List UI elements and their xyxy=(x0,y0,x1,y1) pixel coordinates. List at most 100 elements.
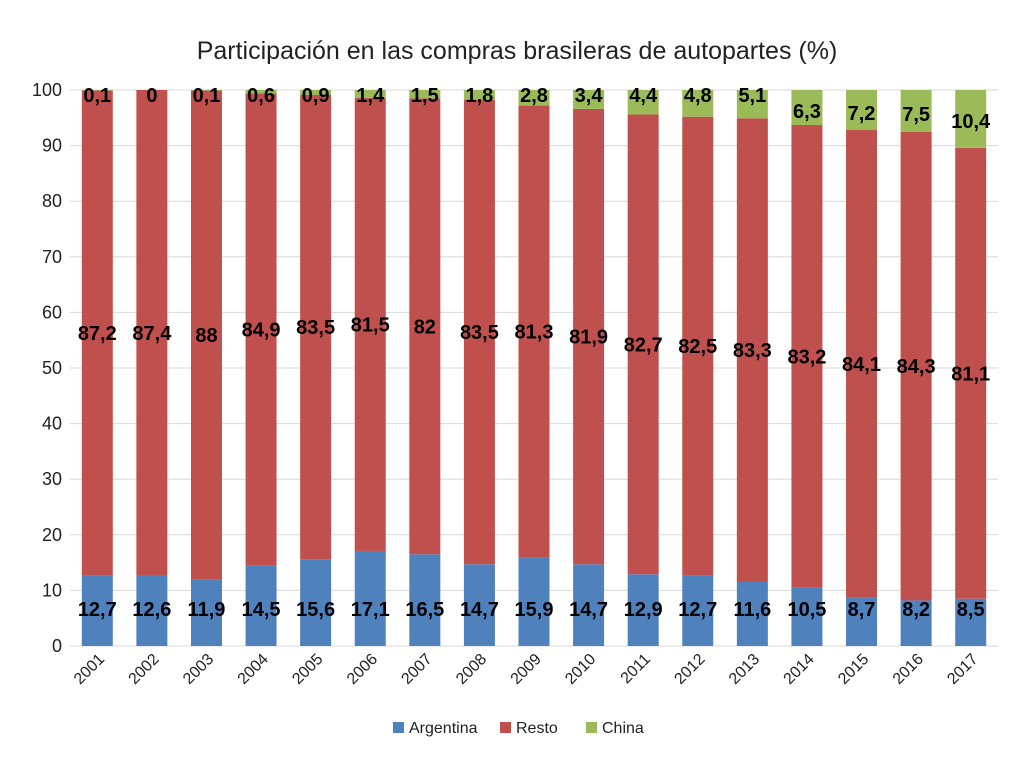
bar-argentina-2008 xyxy=(463,564,495,646)
bar-china-2005 xyxy=(300,90,332,96)
bar-argentina-2015 xyxy=(846,597,878,646)
bar-argentina-2013 xyxy=(736,581,768,646)
x-tick-label: 2009 xyxy=(508,651,545,688)
bar-resto-2003 xyxy=(190,90,222,580)
data-label-china-2012: 4,8 xyxy=(684,85,712,107)
x-tick-label: 2016 xyxy=(890,651,927,688)
x-tick-label: 2004 xyxy=(235,651,272,688)
legend-swatch-argentina xyxy=(393,722,404,733)
data-label-argentina-2017: 8,5 xyxy=(957,599,985,621)
x-tick-label: 2011 xyxy=(618,651,654,687)
data-label-resto-2014: 83,2 xyxy=(787,346,826,368)
bar-resto-2010 xyxy=(573,108,605,565)
data-label-argentina-2016: 8,2 xyxy=(902,599,930,621)
y-tick-label: 10 xyxy=(42,580,62,600)
bar-china-2007 xyxy=(409,90,441,99)
bar-china-2012 xyxy=(682,90,714,117)
data-label-china-2016: 7,5 xyxy=(902,104,930,126)
data-label-argentina-2007: 16,5 xyxy=(405,599,444,621)
y-tick-label: 70 xyxy=(42,247,62,267)
data-label-argentina-2015: 8,7 xyxy=(848,599,876,621)
data-label-resto-2002: 87,4 xyxy=(132,323,172,345)
bar-resto-2014 xyxy=(791,125,823,588)
y-axis-ticks: 0 10 20 30 40 50 60 70 80 90 100 xyxy=(32,80,62,656)
data-label-resto-2007: 82 xyxy=(414,316,436,338)
x-tick-label: 2013 xyxy=(726,651,763,688)
legend-label-resto: Resto xyxy=(516,720,558,737)
y-tick-label: 20 xyxy=(42,525,62,545)
bar-argentina-2003 xyxy=(190,579,222,646)
x-tick-label: 2002 xyxy=(126,651,163,688)
bar-china-2004 xyxy=(245,90,277,94)
y-tick-label: 50 xyxy=(42,358,62,378)
bar-resto-2004 xyxy=(245,93,277,566)
x-tick-label: 2010 xyxy=(562,651,599,688)
y-tick-label: 100 xyxy=(32,80,62,100)
bar-china-2001 xyxy=(81,90,113,91)
x-tick-label: 2006 xyxy=(344,651,381,688)
bar-argentina-2011 xyxy=(627,574,659,646)
bar-argentina-2017 xyxy=(955,598,987,646)
data-label-argentina-2013: 11,6 xyxy=(733,599,771,621)
bar-china-2013 xyxy=(736,90,768,119)
bar-china-2016 xyxy=(900,90,932,132)
x-tick-label: 2014 xyxy=(781,651,818,688)
data-label-china-2015: 7,2 xyxy=(848,103,876,125)
data-label-resto-2001: 87,2 xyxy=(78,323,117,345)
y-tick-label: 40 xyxy=(42,414,62,434)
bar-resto-2007 xyxy=(409,98,441,555)
bar-argentina-2002 xyxy=(136,575,168,646)
data-label-argentina-2009: 15,9 xyxy=(515,599,554,621)
bar-argentina-2005 xyxy=(300,559,332,646)
data-label-china-2004: 0,6 xyxy=(247,85,275,107)
data-label-resto-2006: 81,5 xyxy=(351,314,390,336)
bar-resto-2001 xyxy=(81,90,113,576)
data-label-resto-2004: 84,9 xyxy=(242,319,281,341)
bar-argentina-2010 xyxy=(573,564,605,646)
x-tick-label: 2007 xyxy=(398,651,435,688)
bar-china-2003 xyxy=(190,90,222,91)
data-label-resto-2013: 83,3 xyxy=(733,340,772,362)
bar-argentina-2006 xyxy=(354,550,386,646)
data-label-argentina-2001: 12,7 xyxy=(78,599,117,621)
y-tick-label: 0 xyxy=(52,636,62,656)
bar-resto-2008 xyxy=(463,100,495,565)
bars xyxy=(81,90,987,646)
bar-china-2017 xyxy=(955,90,987,148)
data-label-china-2008: 1,8 xyxy=(466,85,494,107)
bar-resto-2006 xyxy=(354,97,386,551)
x-tick-label: 2017 xyxy=(944,651,981,688)
data-label-china-2011: 4,4 xyxy=(629,85,658,107)
data-label-resto-2009: 81,3 xyxy=(515,322,554,344)
data-labels: 12,7 87,2 0,1 12,6 87,4 0 11,9 88 0,1 14,5 84,9 0,6… xyxy=(78,85,991,621)
x-tick-label: 2012 xyxy=(671,651,708,688)
data-label-resto-2010: 81,9 xyxy=(569,327,608,349)
data-label-argentina-2006: 17,1 xyxy=(351,599,390,621)
x-tick-label: 2005 xyxy=(289,651,326,688)
x-tick-label: 2015 xyxy=(835,651,872,688)
data-label-resto-2017: 81,1 xyxy=(951,363,990,385)
data-label-argentina-2014: 10,5 xyxy=(787,599,826,621)
x-tick-label: 2008 xyxy=(453,651,490,688)
data-label-argentina-2003: 11,9 xyxy=(188,599,226,621)
bar-resto-2011 xyxy=(627,114,659,575)
bar-resto-2002 xyxy=(136,90,168,576)
bar-china-2015 xyxy=(846,90,878,131)
y-tick-label: 90 xyxy=(42,136,62,156)
data-label-china-2006: 1,4 xyxy=(356,85,385,107)
x-tick-label: 2001 xyxy=(71,651,108,688)
y-tick-label: 60 xyxy=(42,302,62,322)
data-label-china-2001: 0,1 xyxy=(83,85,111,107)
data-label-argentina-2012: 12,7 xyxy=(678,599,717,621)
data-label-china-2017: 10,4 xyxy=(951,111,991,133)
bar-argentina-2001 xyxy=(81,575,113,646)
data-label-argentina-2002: 12,6 xyxy=(132,599,171,621)
bar-china-2010 xyxy=(573,90,605,109)
bar-resto-2005 xyxy=(300,95,332,560)
data-label-resto-2011: 82,7 xyxy=(624,334,663,356)
bar-china-2008 xyxy=(463,90,495,101)
bar-china-2011 xyxy=(627,90,659,115)
data-label-china-2010: 3,4 xyxy=(575,85,604,107)
data-label-china-2007: 1,5 xyxy=(411,85,439,107)
